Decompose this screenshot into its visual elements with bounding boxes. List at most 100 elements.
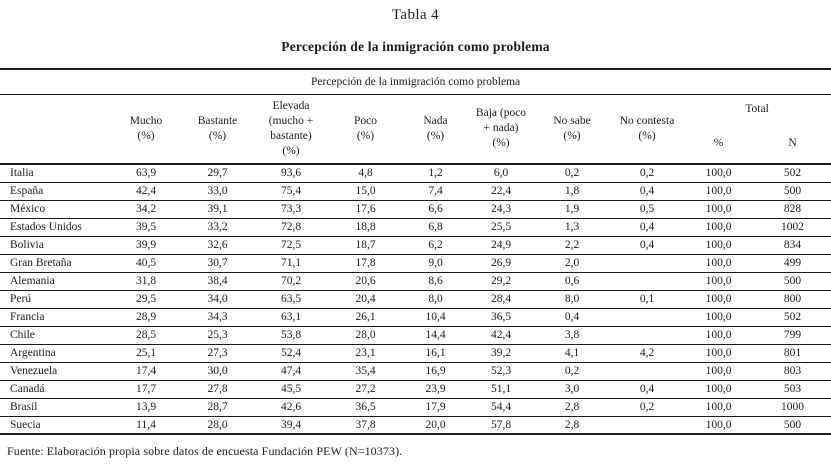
table-cell [611,272,683,291]
column-header-country [0,94,110,165]
table-cell: 8,0 [533,290,611,309]
table-cell: 4,2 [611,344,683,363]
table-cell: 100,0 [683,272,754,291]
table-cell: 1000 [754,398,831,417]
row-country: Venezuela [0,362,110,381]
table-cell: 33,2 [182,218,253,237]
column-header-total: Total [745,102,769,115]
row-country: Alemania [0,272,110,291]
table-cell: 29,2 [469,272,533,291]
table-cell: 18,8 [329,218,402,237]
table-cell: 2,8 [533,398,611,417]
table-cell [611,362,683,381]
table-cell: 38,4 [182,272,253,291]
table-cell: 63,9 [110,164,182,183]
table-row: Alemania 31,8 38,4 70,2 20,6 8,6 29,2 0,6 100,0 5… [0,272,831,291]
table-cell: 10,4 [402,308,469,327]
row-country: Perú [0,290,110,309]
table-cell: 803 [754,362,831,381]
table-cell: 53,8 [253,326,329,345]
row-country: México [0,200,110,219]
table-cell: 16,9 [402,362,469,381]
table-cell: 32,6 [182,236,253,255]
table-cell: 23,9 [402,380,469,399]
table-cell: 20,6 [329,272,402,291]
table-cell: 100,0 [683,182,754,201]
table-cell: 42,6 [253,398,329,417]
table-cell: 11,4 [110,416,182,435]
table-cell: 500 [754,416,831,435]
header-row: Mucho (%) Bastante (%) Elevada (mucho + … [0,94,831,165]
table-cell: 14,4 [402,326,469,345]
table-cell: 16,1 [402,344,469,363]
row-country: Chile [0,326,110,345]
table-cell: 0,4 [533,308,611,327]
table-cell: 24,9 [469,236,533,255]
table-cell: 36,5 [329,398,402,417]
table-cell: 834 [754,236,831,255]
table-cell: 8,6 [402,272,469,291]
table-cell: 39,4 [253,416,329,435]
table-cell: 23,1 [329,344,402,363]
table-row: Italia 63,9 29,7 93,6 4,8 1,2 6,0 0,2 0,2 100,0 50… [0,164,831,183]
table-cell: 35,4 [329,362,402,381]
table-row: España 42,4 33,0 75,4 15,0 7,4 22,4 1,8 0,4 100,0… [0,182,831,201]
table-cell: 100,0 [683,380,754,399]
table-caption: Percepción de la inmigración como proble… [0,69,831,95]
column-header-total-n: N [754,124,831,165]
table-cell: 1,8 [533,182,611,201]
table-cell: 2,2 [533,236,611,255]
table-cell: 30,7 [182,254,253,273]
row-country: España [0,182,110,201]
page-title: Tabla 4 [391,7,440,23]
column-header-mucho: Mucho (%) [110,94,182,165]
table-cell: 9,0 [402,254,469,273]
table-cell: 0,6 [533,272,611,291]
table-cell: 1,3 [533,218,611,237]
table-cell: 1,9 [533,200,611,219]
table-cell: 13,9 [110,398,182,417]
table-cell: 100,0 [683,200,754,219]
table-cell: 39,1 [182,200,253,219]
table-row: Argentina 25,1 27,3 52,4 23,1 16,1 39,2 4,1 4,2 1… [0,344,831,363]
table-cell: 57,8 [469,416,533,435]
table-row: Chile 28,5 25,3 53,8 28,0 14,4 42,4 3,8 100,0 799 [0,326,831,345]
table-cell [611,308,683,327]
table-cell: 71,1 [253,254,329,273]
row-country: Canadá [0,380,110,399]
table-cell: 15,0 [329,182,402,201]
column-header-baja: Baja (poco + nada) (%) [469,94,533,165]
table-cell: 6,0 [469,164,533,183]
table-body: Italia 63,9 29,7 93,6 4,8 1,2 6,0 0,2 0,2 100,0 50… [0,164,831,435]
table-cell: 100,0 [683,326,754,345]
table-cell: 17,9 [402,398,469,417]
table-cell: 2,8 [533,416,611,435]
table-cell: 72,8 [253,218,329,237]
table-cell: 800 [754,290,831,309]
row-country: Estados Unidos [0,218,110,237]
table-cell: 0,4 [611,218,683,237]
table-cell: 36,5 [469,308,533,327]
table-header: Percepción de la inmigración como proble… [0,69,831,165]
table-cell: 100,0 [683,236,754,255]
table-cell: 503 [754,380,831,399]
row-country: Italia [0,164,110,183]
table-cell: 25,3 [182,326,253,345]
table-cell: 0,4 [611,236,683,255]
table-cell: 70,2 [253,272,329,291]
table-cell: 30,0 [182,362,253,381]
table-cell: 828 [754,200,831,219]
table-cell: 100,0 [683,344,754,363]
table-row: Suecia 11,4 28,0 39,4 37,8 20,0 57,8 2,8 100,0 50… [0,416,831,435]
row-country: Bolivia [0,236,110,255]
table-cell: 52,4 [253,344,329,363]
table-cell: 0,5 [611,200,683,219]
table-cell: 28,5 [110,326,182,345]
table-row: Estados Unidos 39,5 33,2 72,8 18,8 6,8 25,5 1,3… [0,218,831,237]
table-cell: 17,7 [110,380,182,399]
table-cell: 1002 [754,218,831,237]
table-cell: 75,4 [253,182,329,201]
table-row: Francia 28,9 34,3 63,1 26,1 10,4 36,5 0,4 100,0 5… [0,308,831,327]
table-cell: 34,3 [182,308,253,327]
